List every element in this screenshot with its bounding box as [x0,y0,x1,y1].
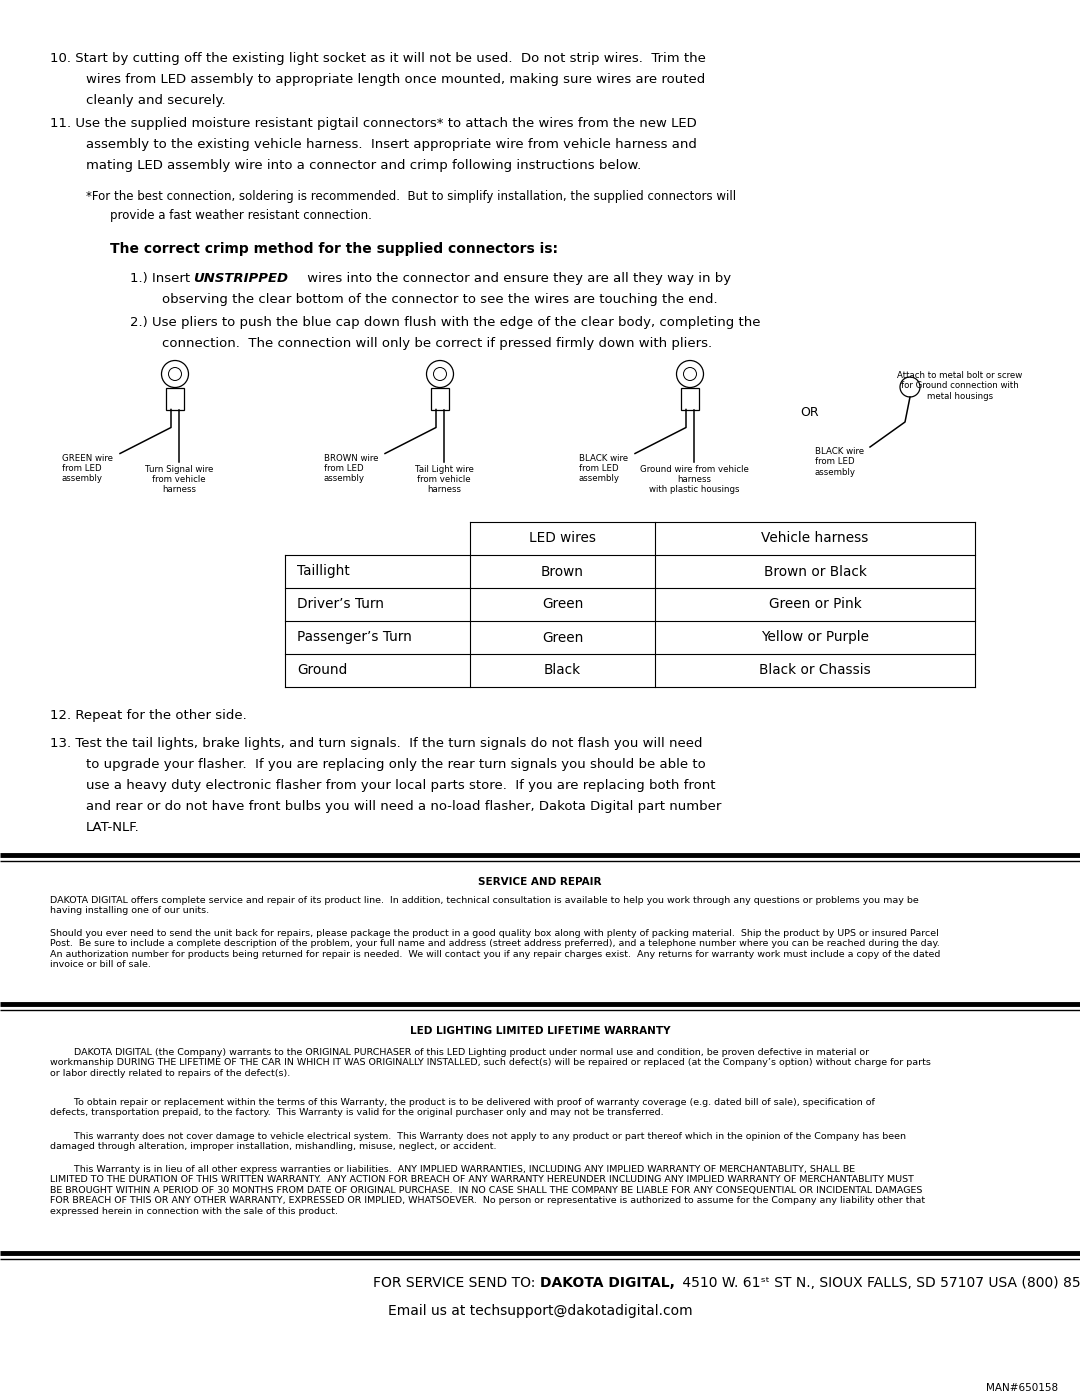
Text: observing the clear bottom of the connector to see the wires are touching the en: observing the clear bottom of the connec… [162,293,717,306]
Text: Should you ever need to send the unit back for repairs, please package the produ: Should you ever need to send the unit ba… [50,929,941,970]
Text: GREEN wire
from LED
assembly: GREEN wire from LED assembly [62,454,113,483]
Text: Email us at techsupport@dakotadigital.com: Email us at techsupport@dakotadigital.co… [388,1303,692,1317]
Text: BROWN wire
from LED
assembly: BROWN wire from LED assembly [324,454,378,483]
Text: Driver’s Turn: Driver’s Turn [297,598,384,612]
Text: DAKOTA DIGITAL (the Company) warrants to the ORIGINAL PURCHASER of this LED Ligh: DAKOTA DIGITAL (the Company) warrants to… [50,1048,931,1078]
Text: DAKOTA DIGITAL,: DAKOTA DIGITAL, [540,1275,675,1289]
Text: Taillight: Taillight [297,564,350,578]
Text: Tail Light wire
from vehicle
harness: Tail Light wire from vehicle harness [415,464,473,495]
Text: cleanly and securely.: cleanly and securely. [86,94,226,108]
Text: *For the best connection, soldering is recommended.  But to simplify installatio: *For the best connection, soldering is r… [86,190,737,203]
Text: LED wires: LED wires [529,531,596,545]
Text: wires into the connector and ensure they are all they way in by: wires into the connector and ensure they… [303,272,731,285]
Bar [431,387,449,409]
Text: and rear or do not have front bulbs you will need a no-load flasher, Dakota Digi: and rear or do not have front bulbs you … [86,800,721,813]
Text: wires from LED assembly to appropriate length once mounted, making sure wires ar: wires from LED assembly to appropriate l… [86,73,705,87]
Text: To obtain repair or replacement within the terms of this Warranty, the product i: To obtain repair or replacement within t… [50,1098,875,1118]
Text: BLACK wire
from LED
assembly: BLACK wire from LED assembly [815,447,864,476]
Text: provide a fast weather resistant connection.: provide a fast weather resistant connect… [110,210,372,222]
Text: Black or Chassis: Black or Chassis [759,664,870,678]
Text: Vehicle harness: Vehicle harness [761,531,868,545]
Text: to upgrade your flasher.  If you are replacing only the rear turn signals you sh: to upgrade your flasher. If you are repl… [86,759,705,771]
Text: LAT-NLF.: LAT-NLF. [86,821,139,834]
Text: UNSTRIPPED: UNSTRIPPED [193,272,288,285]
Text: Brown or Black: Brown or Black [764,564,866,578]
Text: mating LED assembly wire into a connector and crimp following instructions below: mating LED assembly wire into a connecto… [86,159,642,172]
Text: Ground wire from vehicle
harness
with plastic housings: Ground wire from vehicle harness with pl… [639,464,748,495]
Text: Brown: Brown [541,564,584,578]
Text: Black: Black [544,664,581,678]
Text: 10. Start by cutting off the existing light socket as it will not be used.  Do n: 10. Start by cutting off the existing li… [50,52,706,66]
Text: 11. Use the supplied moisture resistant pigtail connectors* to attach the wires : 11. Use the supplied moisture resistant … [50,117,697,130]
Text: Green: Green [542,630,583,644]
Text: assembly to the existing vehicle harness.  Insert appropriate wire from vehicle : assembly to the existing vehicle harness… [86,138,697,151]
Text: Ground: Ground [297,664,348,678]
Text: DAKOTA DIGITAL offers complete service and repair of its product line.  In addit: DAKOTA DIGITAL offers complete service a… [50,895,919,915]
Text: FOR SERVICE SEND TO:: FOR SERVICE SEND TO: [374,1275,540,1289]
Text: This warranty does not cover damage to vehicle electrical system.  This Warranty: This warranty does not cover damage to v… [50,1132,906,1151]
Bar [166,387,184,409]
Bar [681,387,699,409]
Text: Turn Signal wire
from vehicle
harness: Turn Signal wire from vehicle harness [145,464,213,495]
Text: OR: OR [800,405,820,419]
Text: use a heavy duty electronic flasher from your local parts store.  If you are rep: use a heavy duty electronic flasher from… [86,780,715,792]
Text: SERVICE AND REPAIR: SERVICE AND REPAIR [478,877,602,887]
Text: Green: Green [542,598,583,612]
Text: This Warranty is in lieu of all other express warranties or liabilities.  ANY IM: This Warranty is in lieu of all other ex… [50,1165,926,1215]
Text: Passenger’s Turn: Passenger’s Turn [297,630,411,644]
Text: MAN#650158: MAN#650158 [986,1383,1058,1393]
Text: Green or Pink: Green or Pink [769,598,862,612]
Text: The correct crimp method for the supplied connectors is:: The correct crimp method for the supplie… [110,242,558,256]
Text: BLACK wire
from LED
assembly: BLACK wire from LED assembly [579,454,627,483]
Text: connection.  The connection will only be correct if pressed firmly down with pli: connection. The connection will only be … [162,337,712,351]
Text: Attach to metal bolt or screw
for Ground connection with
metal housings: Attach to metal bolt or screw for Ground… [897,372,1023,401]
Text: Yellow or Purple: Yellow or Purple [761,630,869,644]
Text: 12. Repeat for the other side.: 12. Repeat for the other side. [50,710,246,722]
Text: LED LIGHTING LIMITED LIFETIME WARRANTY: LED LIGHTING LIMITED LIFETIME WARRANTY [409,1025,671,1037]
Text: 13. Test the tail lights, brake lights, and turn signals.  If the turn signals d: 13. Test the tail lights, brake lights, … [50,738,702,750]
Text: 1.) Insert: 1.) Insert [130,272,194,285]
Text: 2.) Use pliers to push the blue cap down flush with the edge of the clear body, : 2.) Use pliers to push the blue cap down… [130,316,760,330]
Text: 4510 W. 61ˢᵗ ST N., SIOUX FALLS, SD 57107 USA (800) 852-3228: 4510 W. 61ˢᵗ ST N., SIOUX FALLS, SD 5710… [678,1275,1080,1289]
